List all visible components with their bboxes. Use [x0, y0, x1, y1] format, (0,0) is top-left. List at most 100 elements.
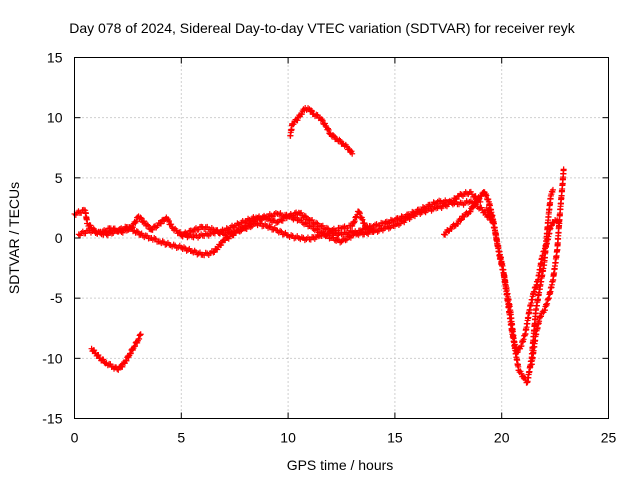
data-point-fill	[144, 221, 151, 228]
data-point-fill	[168, 221, 175, 228]
data-point-fill	[165, 217, 172, 224]
data-point-fill	[453, 196, 460, 203]
y-tick-label: 5	[55, 170, 63, 186]
data-point-fill	[111, 225, 118, 232]
data-point-fill	[343, 236, 350, 243]
data-point-fill	[103, 228, 110, 235]
data-point-fill	[318, 116, 325, 123]
data-point-fill	[149, 226, 156, 233]
data-point-fill	[132, 343, 139, 350]
data-point-fill	[514, 349, 521, 356]
data-point-fill	[448, 226, 455, 233]
data-point-fill	[473, 199, 480, 206]
data-point-fill	[309, 108, 316, 115]
data-point-fill	[133, 228, 140, 235]
data-point-fill	[319, 222, 326, 229]
series-track-d	[88, 331, 144, 373]
series-track-g	[483, 204, 563, 356]
data-point-fill	[247, 224, 254, 231]
x-tick-label: 10	[280, 430, 296, 446]
data-point-fill	[294, 117, 301, 124]
x-axis-label: GPS time / hours	[287, 457, 394, 473]
grid-lines	[74, 57, 609, 419]
data-point-fill	[266, 223, 273, 230]
data-point-fill	[127, 350, 134, 357]
data-point-fill	[119, 229, 126, 236]
data-point-fill	[325, 127, 332, 134]
data-point-fill	[137, 214, 144, 221]
data-point-fill	[290, 121, 297, 128]
data-point	[137, 331, 144, 338]
series-track-h	[528, 166, 567, 368]
data-point-fill	[243, 226, 250, 233]
data-point-fill	[458, 191, 465, 198]
data-point-fill	[233, 229, 240, 236]
data-point-fill	[485, 196, 492, 203]
data-point-fill	[309, 217, 316, 224]
axis-ticks	[74, 57, 609, 419]
data-point-fill	[265, 216, 272, 223]
data-point-fill	[195, 250, 202, 257]
data-point-fill	[302, 213, 309, 220]
data-point-fill	[123, 227, 130, 234]
data-point-fill	[469, 204, 476, 211]
data-point-fill	[478, 193, 485, 200]
data-point-fill	[313, 111, 320, 118]
data-point	[560, 166, 567, 173]
data-point-fill	[82, 230, 89, 237]
series-track-c	[178, 220, 377, 244]
data-point-fill	[308, 107, 315, 114]
data-point-fill	[125, 226, 132, 233]
data-point-fill	[214, 246, 221, 253]
data-point-fill	[323, 224, 330, 231]
data-point	[75, 231, 82, 238]
data-point-fill	[486, 207, 493, 214]
y-tick-label: 15	[47, 50, 63, 66]
data-point-fill	[138, 215, 145, 222]
x-tick-label: 15	[387, 430, 403, 446]
data-point-fill	[483, 192, 490, 199]
data-point-fill	[324, 125, 331, 132]
x-tick-label: 25	[601, 430, 617, 446]
data-point	[349, 150, 356, 157]
data-point-fill	[421, 208, 428, 215]
data-point-fill	[133, 218, 140, 225]
data-point-fill	[457, 217, 464, 224]
x-tick-label: 0	[71, 430, 79, 446]
data-point-fill	[290, 212, 297, 219]
data-point-fill	[195, 226, 202, 233]
data-point-fill	[98, 231, 105, 238]
data-point-fill	[115, 366, 122, 373]
data-point	[466, 198, 473, 205]
data-point-fill	[336, 136, 343, 143]
y-tick-label: -10	[42, 350, 62, 366]
data-point-fill	[470, 203, 477, 210]
data-point-fill	[87, 222, 94, 229]
data-point-fill	[442, 202, 449, 209]
data-point	[370, 227, 377, 234]
y-tick-labels: -15 -10 -5 0 5 10 15	[42, 50, 62, 427]
data-point-fill	[158, 220, 165, 227]
data-point-fill	[364, 223, 371, 230]
data-point-fill	[184, 247, 191, 254]
data-point-fill	[395, 216, 402, 223]
data-point	[549, 186, 556, 193]
x-tick-labels: 0 5 10 15 20 25	[71, 430, 617, 446]
data-point-fill	[342, 237, 349, 244]
data-point-fill	[267, 223, 274, 230]
data-point-fill	[385, 220, 392, 227]
data-point-fill	[454, 220, 461, 227]
y-tick-label: -5	[50, 290, 63, 306]
data-point-fill	[351, 218, 358, 225]
data-point-fill	[461, 213, 468, 220]
data-point-fill	[129, 224, 136, 231]
data-point-fill	[359, 216, 366, 223]
data-point	[338, 238, 345, 245]
series-track-f	[441, 186, 556, 386]
data-point-fill	[313, 219, 320, 226]
series-track-e	[287, 105, 356, 157]
data-point-fill	[350, 218, 357, 225]
data-point-fill	[356, 209, 363, 216]
data-point-fill	[100, 356, 107, 363]
